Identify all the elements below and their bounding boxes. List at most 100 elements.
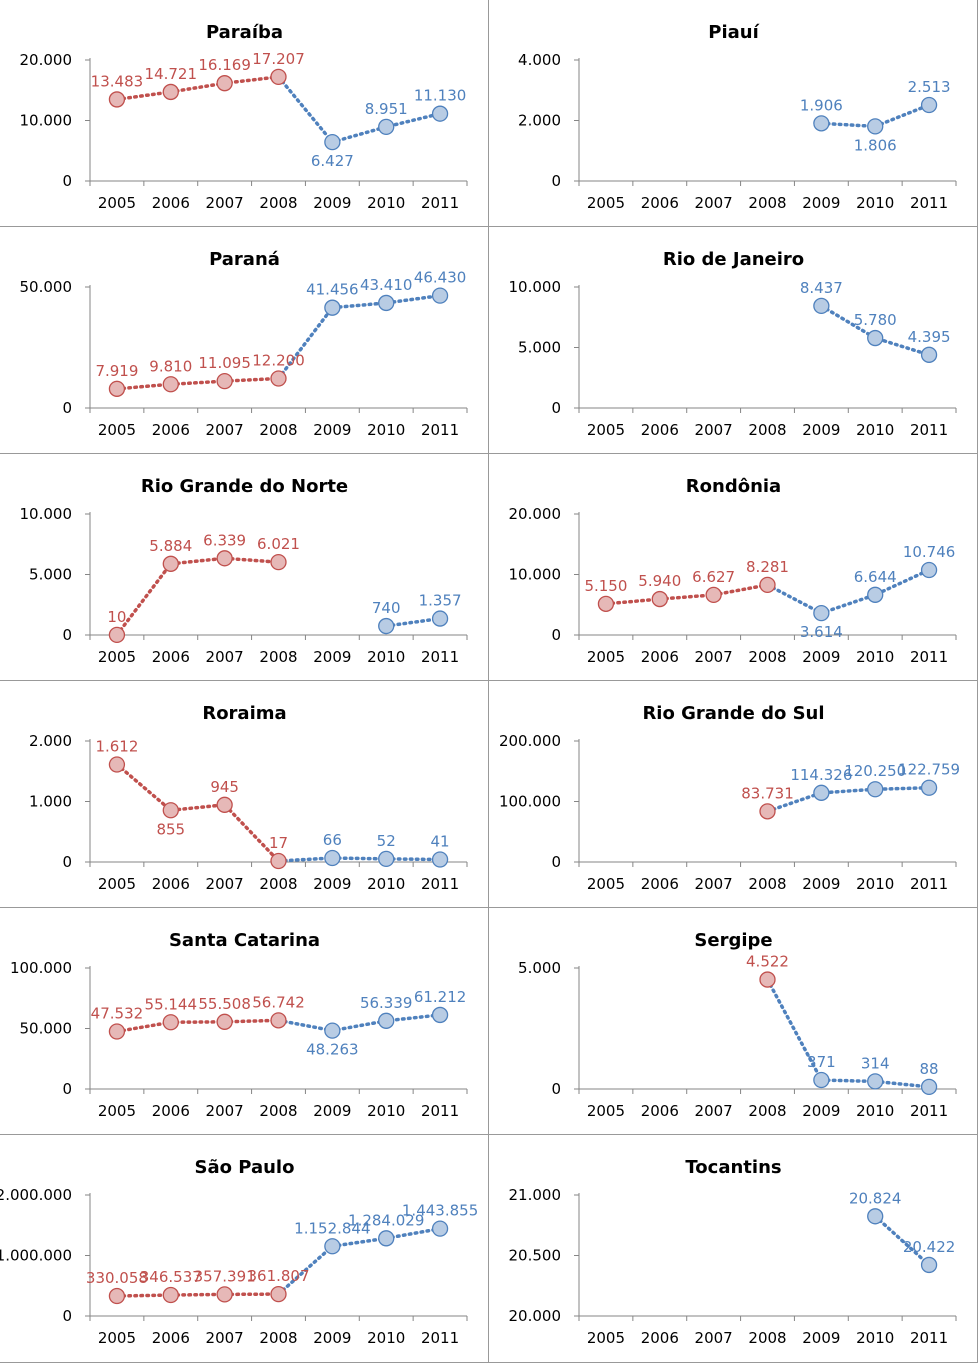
data-point [598, 596, 613, 611]
chart-panel: Tocantins 21.000 20.500 20.000 2005 2006 2007 2… [489, 1135, 978, 1363]
x-tick-label: 2011 [421, 1102, 459, 1120]
data-label: 8.951 [365, 100, 408, 118]
data-label: 20.824 [849, 1189, 902, 1207]
data-point [325, 300, 340, 315]
data-point [814, 116, 829, 131]
data-label: 61.212 [414, 988, 467, 1006]
y-tick-label: 0 [551, 172, 561, 190]
chart-title: Rio Grande do Norte [141, 476, 348, 497]
data-point [271, 853, 286, 868]
x-tick-label: 2005 [98, 194, 136, 212]
line-chart: Roraima2.0001.00002005 2006 2007 2008 2009 20… [0, 681, 489, 908]
line-chart: Piauí 4.000 2.000 0 2005 2006 2007 2008 2009 2010… [489, 0, 978, 227]
x-tick-label: 2011 [910, 875, 948, 893]
data-label: 14.721 [145, 65, 198, 83]
x-tick-label: 2007 [206, 875, 244, 893]
series-line [606, 585, 768, 604]
chart-panel: Paraíba 20.000 10.000 0 2005 2006 2007 2008 2009… [0, 0, 489, 227]
data-label: 56.742 [252, 993, 305, 1011]
x-tick-label: 2009 [313, 1329, 351, 1347]
y-tick-label: 2.000.000 [0, 1186, 72, 1204]
chart-panel: Rondônia 20.000 10.000 0 2005 2006 2007 2008 200… [489, 454, 978, 681]
x-tick-label: 2009 [313, 648, 351, 666]
chart-title: Tocantins [685, 1157, 781, 1178]
y-tick-label: 0 [62, 1080, 72, 1098]
x-tick-label: 2007 [695, 421, 733, 439]
data-label: 56.339 [360, 994, 413, 1012]
x-tick-label: 2005 [587, 875, 625, 893]
x-tick-label: 2009 [802, 1329, 840, 1347]
x-tick-label: 2006 [152, 875, 190, 893]
data-point [271, 1287, 286, 1302]
x-tick-label: 2010 [856, 1102, 894, 1120]
x-tick-label: 2005 [587, 194, 625, 212]
data-point [379, 1013, 394, 1028]
data-point [325, 851, 340, 866]
line-chart: Tocantins 21.000 20.500 20.000 2005 2006 2007 2… [489, 1135, 978, 1362]
x-tick-label: 2010 [856, 194, 894, 212]
data-point [109, 757, 124, 772]
x-tick-label: 2008 [259, 1102, 297, 1120]
y-tick-label: 0 [551, 399, 561, 417]
data-label: 41.456 [306, 281, 359, 299]
x-tick-label: 2010 [856, 421, 894, 439]
data-label: 114.326 [790, 766, 852, 784]
y-tick-label: 0 [62, 399, 72, 417]
x-tick-label: 2010 [856, 875, 894, 893]
data-label: 1.612 [95, 737, 138, 755]
data-point [163, 803, 178, 818]
data-point [922, 780, 937, 795]
y-tick-label: 4.000 [518, 51, 561, 69]
x-tick-label: 2007 [695, 648, 733, 666]
data-point [922, 1257, 937, 1272]
data-point [325, 1239, 340, 1254]
chart-panel: Roraima 2.000 1.000 0 2005 2006 2007 2008 2009 20… [0, 681, 489, 908]
x-tick-label: 2008 [259, 1329, 297, 1347]
y-tick-label: 0 [551, 626, 561, 644]
data-label: 48.263 [306, 1041, 359, 1059]
data-label: 330.058 [86, 1269, 148, 1287]
chart-panel: São Paulo 2.000.000 1.000.000 0 2005 2006 2007… [0, 1135, 489, 1363]
chart-panel: Santa Catarina 100.000 50.000 0 2005 2006 2007… [0, 908, 489, 1135]
chart-title: Santa Catarina [169, 930, 320, 951]
y-tick-label: 5.000 [518, 959, 561, 977]
data-label: 11.095 [198, 354, 251, 372]
data-point [922, 97, 937, 112]
data-label: 55.144 [145, 995, 198, 1013]
data-label: 346.537 [140, 1268, 202, 1286]
x-tick-label: 2008 [748, 1329, 786, 1347]
data-point [109, 92, 124, 107]
data-label: 371 [807, 1053, 836, 1071]
y-tick-label: 20.500 [509, 1247, 562, 1265]
y-tick-label: 5.000 [29, 566, 72, 584]
data-label: 2.513 [908, 78, 951, 96]
line-chart: São Paulo2.000.0001.000.00002005 2006 2007… [0, 1135, 489, 1362]
x-tick-label: 2008 [748, 648, 786, 666]
x-tick-label: 2006 [641, 1329, 679, 1347]
y-tick-label: 100.000 [499, 793, 561, 811]
data-label: 3.614 [800, 623, 843, 641]
data-point [868, 331, 883, 346]
x-tick-label: 2009 [313, 194, 351, 212]
chart-panel: Sergipe 5.000 0 2005 2006 2007 2008 2009 2010 201… [489, 908, 978, 1135]
x-tick-label: 2009 [313, 1102, 351, 1120]
data-label: 4.395 [908, 328, 951, 346]
x-tick-label: 2007 [695, 194, 733, 212]
x-tick-label: 2006 [152, 1102, 190, 1120]
data-point [706, 587, 721, 602]
x-tick-label: 2009 [802, 421, 840, 439]
y-tick-label: 50.000 [20, 278, 73, 296]
x-tick-label: 2009 [802, 648, 840, 666]
data-label: 52 [377, 832, 396, 850]
x-tick-label: 2011 [910, 421, 948, 439]
data-point [814, 1073, 829, 1088]
x-tick-label: 2006 [152, 194, 190, 212]
x-tick-label: 2008 [748, 1102, 786, 1120]
y-tick-label: 0 [551, 1080, 561, 1098]
x-tick-label: 2006 [152, 1329, 190, 1347]
data-label: 83.731 [741, 784, 794, 802]
series-line [117, 558, 279, 635]
x-tick-label: 2011 [910, 194, 948, 212]
x-tick-label: 2008 [259, 421, 297, 439]
series-line [768, 980, 930, 1087]
